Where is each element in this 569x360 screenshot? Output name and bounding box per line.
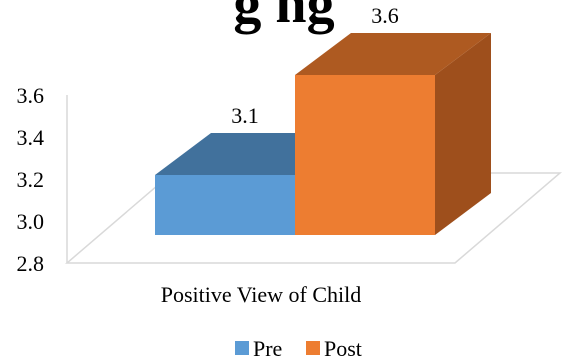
legend-label-pre: Pre xyxy=(253,336,282,360)
category-label: Positive View of Child xyxy=(161,282,362,307)
chart-title-fragment: g ng xyxy=(233,0,334,35)
data-label-pre: 3.1 xyxy=(231,103,259,128)
y-tick-label: 3.0 xyxy=(17,209,45,234)
bar-front-post xyxy=(295,75,435,235)
legend: Pre Post xyxy=(235,336,362,360)
y-tick-label: 3.6 xyxy=(17,83,45,108)
bar-top-post xyxy=(295,33,491,75)
bar-side-post xyxy=(435,33,491,235)
bars-group xyxy=(155,33,491,235)
data-label-post: 3.6 xyxy=(371,3,399,28)
y-tick-label: 2.8 xyxy=(17,251,45,276)
y-tick-label: 3.2 xyxy=(17,167,45,192)
data-labels-group: 3.1 3.6 xyxy=(231,3,399,128)
legend-label-post: Post xyxy=(324,336,362,360)
y-tick-label: 3.4 xyxy=(17,125,45,150)
bar-front-pre xyxy=(155,175,295,235)
bar-post xyxy=(295,33,491,235)
y-axis-ticks: 2.8 3.0 3.2 3.4 3.6 xyxy=(17,83,45,276)
legend-swatch-post xyxy=(306,341,320,355)
legend-swatch-pre xyxy=(235,341,249,355)
